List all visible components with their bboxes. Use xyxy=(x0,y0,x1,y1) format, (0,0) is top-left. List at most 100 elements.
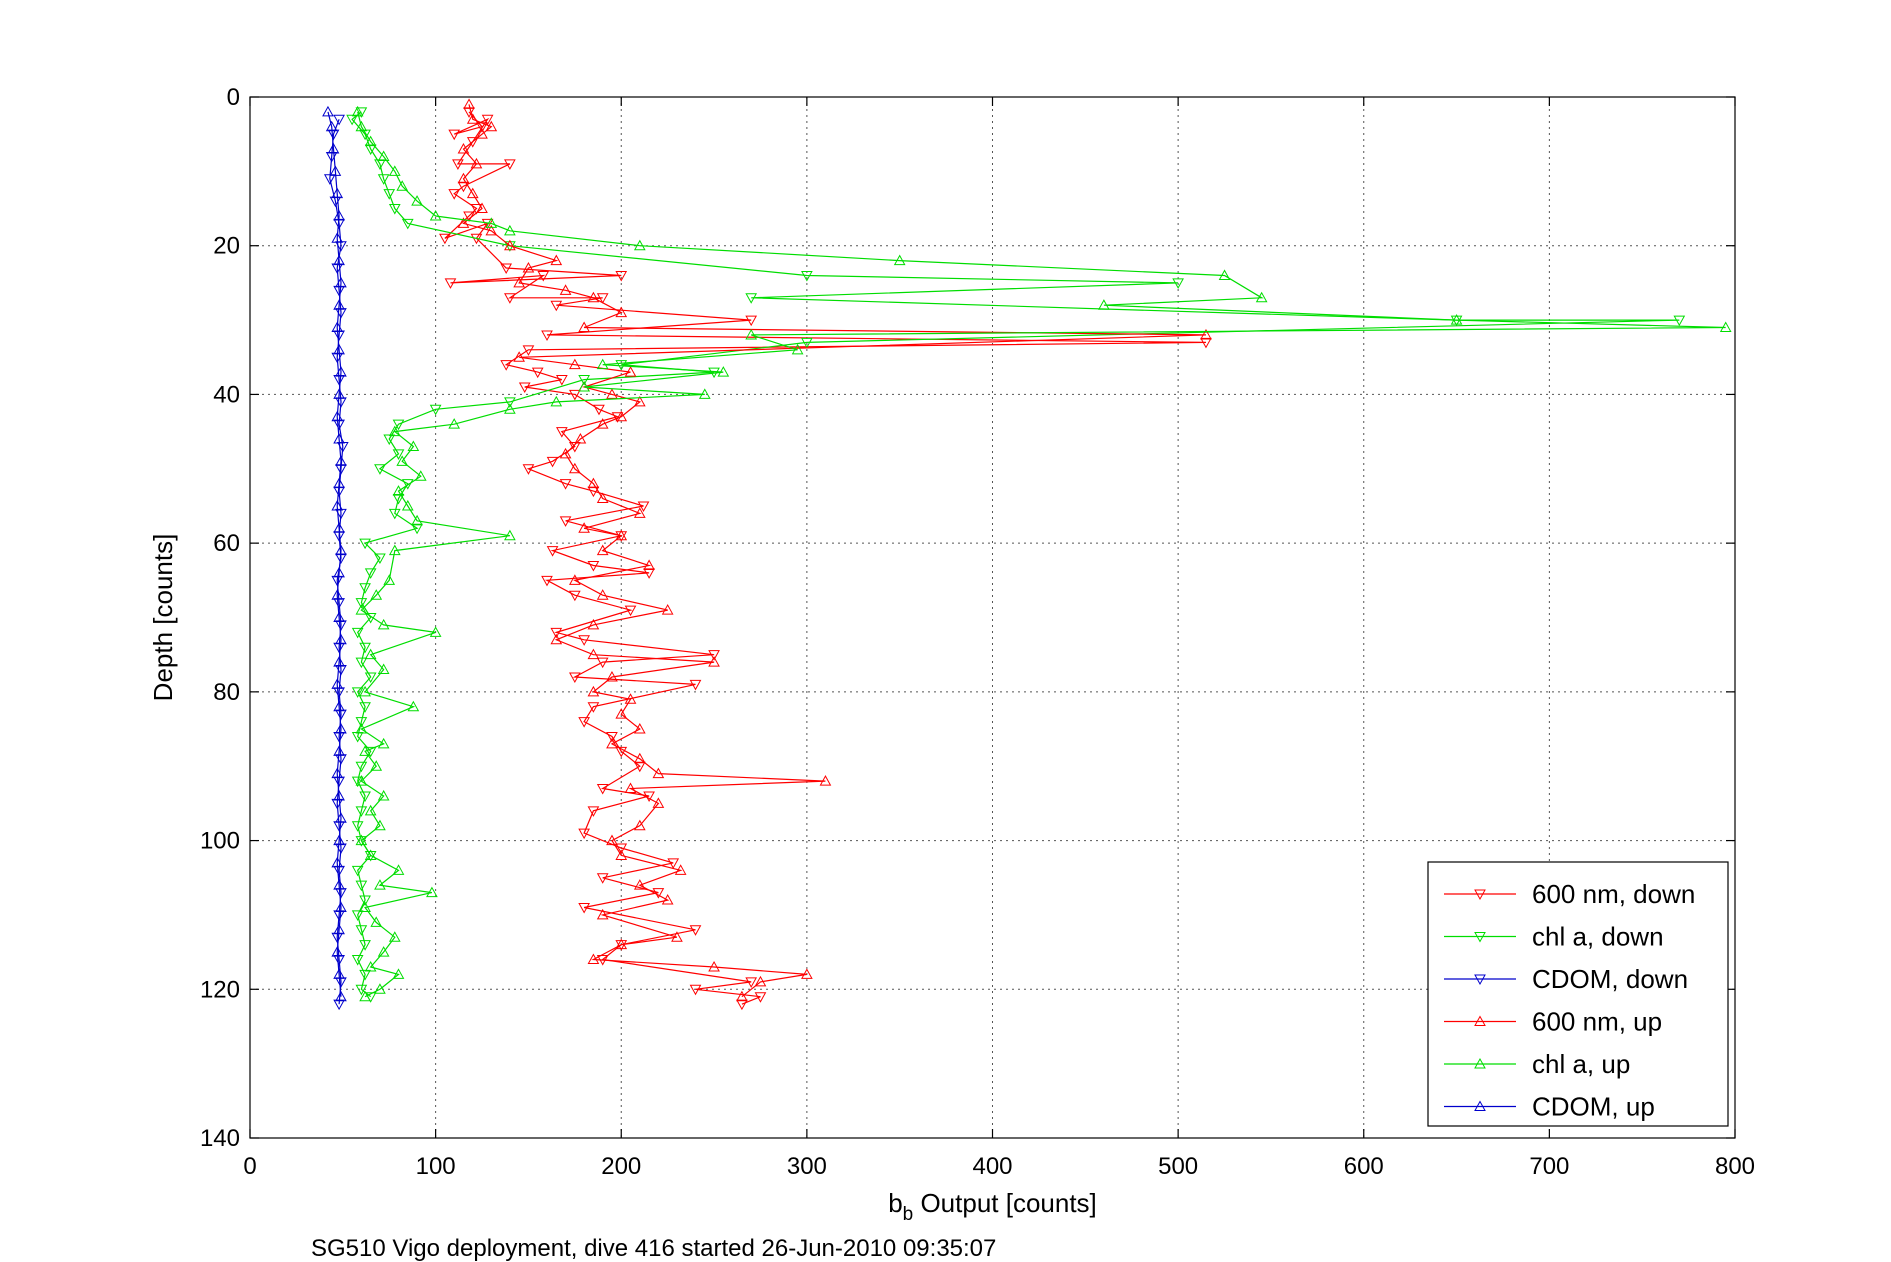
data-point xyxy=(359,583,371,594)
data-point xyxy=(355,598,368,609)
data-point xyxy=(333,910,345,921)
data-point xyxy=(439,233,451,245)
data-point xyxy=(377,789,390,801)
data-point xyxy=(383,434,396,446)
data-point xyxy=(411,195,423,206)
data-point xyxy=(364,804,377,816)
legend-item: 600 nm, down xyxy=(1444,879,1695,909)
data-point xyxy=(327,143,340,154)
data-point xyxy=(388,204,401,215)
data-point xyxy=(377,174,390,185)
legend-item: chl a, down xyxy=(1444,922,1664,952)
data-point xyxy=(351,627,364,639)
data-point xyxy=(513,351,526,362)
data-point xyxy=(333,330,345,341)
data-point xyxy=(819,775,832,786)
data-point xyxy=(355,604,368,615)
x-axis-label-rest: Output [counts] xyxy=(913,1188,1097,1218)
data-point xyxy=(351,731,364,743)
x-axis-label-subscript: b xyxy=(903,1204,914,1225)
data-point xyxy=(559,516,572,527)
data-point xyxy=(633,761,646,773)
data-point xyxy=(355,761,368,773)
data-point xyxy=(355,120,368,132)
data-point xyxy=(359,129,371,141)
data-point xyxy=(541,330,553,341)
series-4 xyxy=(351,105,1732,1002)
data-point xyxy=(568,358,581,370)
data-point xyxy=(504,403,516,414)
data-point xyxy=(624,605,637,617)
data-point xyxy=(388,425,401,437)
data-point xyxy=(333,285,345,297)
data-point xyxy=(359,969,371,981)
data-point xyxy=(392,494,405,505)
series-line xyxy=(462,104,1207,998)
data-point xyxy=(801,968,813,979)
data-point xyxy=(485,224,498,236)
data-point xyxy=(587,806,600,817)
data-point xyxy=(1450,314,1463,325)
data-point xyxy=(355,107,368,118)
data-point xyxy=(667,858,680,869)
legend-item: CDOM, down xyxy=(1444,964,1688,994)
data-point xyxy=(578,522,590,533)
data-point xyxy=(331,678,344,689)
data-point xyxy=(351,821,364,832)
data-point xyxy=(333,566,345,578)
data-point xyxy=(596,544,609,556)
data-point xyxy=(333,955,345,966)
data-point xyxy=(637,501,650,512)
data-point xyxy=(407,700,420,712)
data-point xyxy=(615,938,628,950)
data-point xyxy=(522,261,535,273)
data-point xyxy=(568,590,581,602)
data-point xyxy=(745,293,758,304)
data-point xyxy=(429,209,442,221)
data-point xyxy=(333,968,345,979)
data-point xyxy=(364,672,377,684)
data-point xyxy=(346,114,358,126)
data-point xyxy=(596,358,609,370)
data-point xyxy=(333,865,345,877)
x-tick-label: 600 xyxy=(1344,1153,1384,1180)
data-point xyxy=(392,449,405,460)
data-point xyxy=(578,635,590,646)
data-point xyxy=(578,828,590,840)
data-point xyxy=(364,648,377,660)
legend-label: CDOM, up xyxy=(1532,1092,1655,1122)
data-point xyxy=(355,775,368,786)
data-point xyxy=(351,105,364,117)
data-point xyxy=(333,114,345,126)
data-point xyxy=(333,731,345,743)
data-point xyxy=(355,723,368,734)
data-point xyxy=(364,135,377,147)
data-point xyxy=(322,105,334,117)
data-point xyxy=(587,477,600,489)
data-point xyxy=(1218,269,1231,280)
y-tick-label: 60 xyxy=(213,530,240,557)
data-point xyxy=(359,901,371,912)
data-point xyxy=(327,129,340,141)
data-point xyxy=(429,404,442,416)
data-point xyxy=(355,657,368,669)
data-point xyxy=(388,508,401,520)
data-point xyxy=(388,165,401,176)
data-point xyxy=(633,239,646,251)
legend-swatch-marker xyxy=(1474,932,1486,943)
data-point xyxy=(333,375,345,386)
legend-item: 600 nm, up xyxy=(1444,1007,1662,1037)
data-point xyxy=(370,589,383,600)
data-point xyxy=(568,672,581,684)
data-point xyxy=(396,455,409,466)
data-point xyxy=(333,419,345,431)
data-point xyxy=(893,254,906,266)
y-tick-label: 0 xyxy=(227,84,240,111)
data-point xyxy=(559,447,572,459)
data-point xyxy=(396,180,409,191)
data-point xyxy=(331,946,344,957)
data-point xyxy=(335,990,347,1002)
x-tick-label: 800 xyxy=(1715,1153,1755,1180)
data-point xyxy=(377,150,390,161)
